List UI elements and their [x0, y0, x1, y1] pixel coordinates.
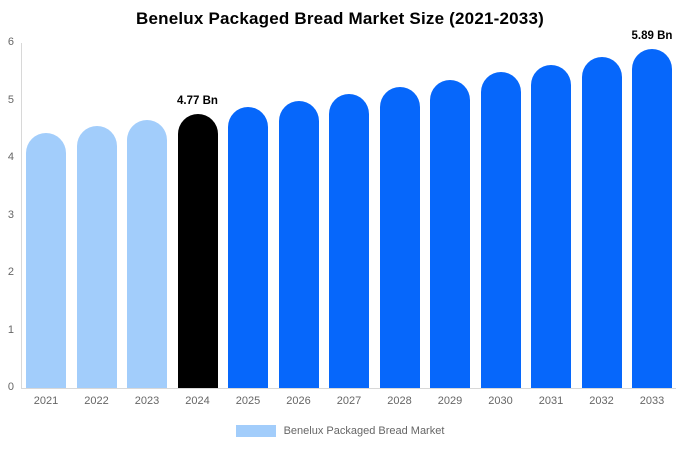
bar-slot-2027: 2027	[329, 43, 369, 407]
x-tick-label-2033: 2033	[639, 395, 665, 407]
x-tick-label-2027: 2027	[336, 395, 362, 407]
bar-slot-2021: 2021	[26, 43, 66, 407]
bar-slot-2022: 2022	[76, 43, 117, 407]
bar-2031	[531, 64, 571, 388]
bar-slot-2029: 2029	[430, 43, 470, 407]
x-tick-label-2022: 2022	[84, 395, 109, 407]
x-tick-label-2021: 2021	[33, 395, 59, 407]
y-tick-label-4: 4	[7, 151, 14, 163]
y-axis: 0 1 2 3 4 5 6	[0, 36, 16, 393]
bar-slot-2025: 2025	[228, 43, 268, 407]
bar-2024	[177, 113, 218, 388]
legend-swatch-icon	[235, 425, 276, 437]
y-tick-label-2: 2	[7, 266, 14, 278]
bar-2033	[632, 49, 672, 388]
chart-title: Benelux Packaged Bread Market Size (2021…	[136, 9, 544, 28]
bar-slot-2028: 2028	[379, 43, 420, 407]
bar-slot-2031: 2031	[531, 43, 571, 407]
x-tick-label-2024: 2024	[185, 395, 210, 407]
bar-2021	[26, 132, 66, 388]
y-tick-label-3: 3	[7, 208, 14, 221]
bar-2026	[278, 100, 319, 388]
bar-value-label-2033: 5.89 Bn	[631, 30, 673, 43]
bar-2032	[581, 57, 622, 388]
y-tick-label-5: 5	[7, 93, 14, 106]
x-tick-label-2028: 2028	[387, 395, 412, 407]
bar-2029	[430, 79, 470, 388]
y-tick-label-1: 1	[7, 323, 14, 336]
bar-2023	[127, 120, 167, 388]
bar-slot-2030: 2030	[480, 43, 521, 407]
x-tick-label-2023: 2023	[134, 395, 160, 407]
x-tick-label-2025: 2025	[235, 395, 261, 407]
bar-slot-2024: 4.77 Bn 2024	[177, 43, 218, 407]
bar-2030	[480, 72, 521, 388]
bar-slot-2026: 2026	[278, 43, 319, 407]
legend-label: Benelux Packaged Bread Market	[283, 425, 445, 437]
y-tick-label-6: 6	[7, 36, 14, 48]
bar-2027	[329, 93, 369, 388]
plot-area: 2021 2022 2023 4.77 Bn 2024 2025 2026 2027 2028 2…	[21, 30, 676, 407]
bar-value-label-2024: 4.77 Bn	[177, 94, 218, 107]
legend: Benelux Packaged Bread Market	[0, 425, 680, 437]
bar-slot-2023: 2023	[127, 43, 167, 407]
bar-2028	[379, 86, 420, 388]
y-tick-label-0: 0	[7, 381, 14, 393]
x-tick-label-2030: 2030	[488, 395, 513, 407]
x-tick-label-2032: 2032	[589, 395, 614, 407]
bar-2022	[76, 126, 117, 388]
bar-slot-2032: 2032	[581, 43, 622, 407]
bar-slot-2033: 5.89 Bn 2033	[632, 30, 673, 407]
x-tick-label-2029: 2029	[437, 395, 463, 407]
x-tick-label-2026: 2026	[286, 395, 311, 407]
bar-2025	[228, 107, 268, 388]
x-tick-label-2031: 2031	[538, 395, 564, 407]
